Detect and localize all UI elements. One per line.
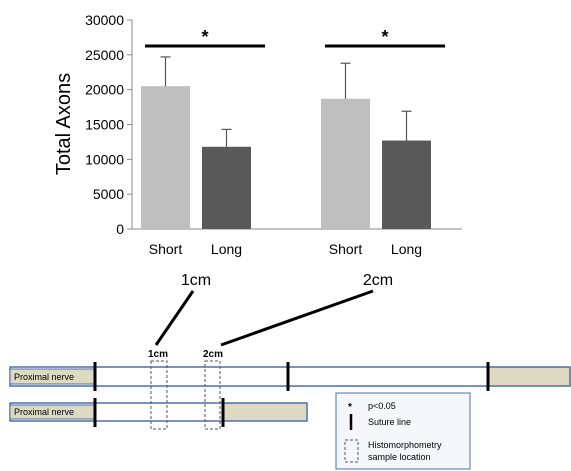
legend-box bbox=[335, 392, 471, 470]
graft-segment-long bbox=[487, 366, 571, 387]
legend-significance-symbol: * bbox=[348, 402, 352, 413]
legend-sample-symbol bbox=[344, 439, 359, 463]
bar-1cm-long bbox=[202, 146, 251, 229]
significance-star: * bbox=[201, 27, 208, 47]
nerve-diagram-long: Proximal nerve bbox=[9, 362, 571, 391]
y-tick-label: 0 bbox=[116, 221, 124, 237]
legend: * p<0.05 Suture line Histomorphometry sa… bbox=[335, 392, 471, 470]
y-tick-label: 10000 bbox=[85, 151, 124, 167]
sample-location-box-2cm bbox=[204, 360, 221, 430]
connector-line-1cm bbox=[154, 290, 195, 346]
graft-segment-short bbox=[222, 402, 308, 422]
x-tick-label: Short bbox=[149, 241, 183, 257]
legend-sample-text-line1: Histomorphometry bbox=[368, 440, 442, 450]
legend-significance-text: p<0.05 bbox=[368, 401, 396, 411]
proximal-nerve-label-long: Proximal nerve bbox=[14, 372, 74, 382]
legend-sample-text-line2: sample location bbox=[368, 452, 431, 462]
connector-line-2cm bbox=[220, 289, 374, 347]
sample-label-1cm: 1cm bbox=[148, 349, 168, 360]
significance-star: * bbox=[381, 27, 388, 47]
x-tick-label: Long bbox=[211, 241, 242, 257]
y-tick-label: 25000 bbox=[85, 47, 124, 63]
legend-suture-text: Suture line bbox=[368, 417, 411, 427]
x-tick-label: Short bbox=[329, 241, 363, 257]
group-label-2cm: 2cm bbox=[363, 272, 393, 289]
y-tick-labels: 0 5000 10000 15000 20000 25000 30000 bbox=[85, 12, 132, 237]
bar-1cm-short bbox=[141, 86, 190, 229]
y-tick-label: 30000 bbox=[85, 12, 124, 28]
bar-chart: Total Axons 0 5000 10000 15000 20000 25000 300… bbox=[53, 12, 462, 257]
bars bbox=[141, 56, 431, 230]
significance-markers: * * bbox=[145, 27, 445, 48]
sample-location-box-1cm bbox=[150, 360, 168, 430]
x-tick-label: Long bbox=[391, 241, 422, 257]
x-tick-labels: Short Long Short Long bbox=[149, 241, 422, 257]
proximal-nerve-label-short: Proximal nerve bbox=[14, 407, 74, 417]
y-tick-label: 15000 bbox=[85, 117, 124, 133]
y-tick-label: 20000 bbox=[85, 82, 124, 98]
bar-2cm-short bbox=[321, 98, 370, 230]
y-tick-label: 5000 bbox=[93, 186, 124, 202]
group-label-1cm: 1cm bbox=[181, 272, 211, 289]
sample-label-2cm: 2cm bbox=[203, 349, 223, 360]
y-axis-label: Total Axons bbox=[53, 73, 75, 175]
bar-2cm-long bbox=[382, 140, 431, 229]
nerve-diagram-short: Proximal nerve bbox=[9, 398, 308, 427]
